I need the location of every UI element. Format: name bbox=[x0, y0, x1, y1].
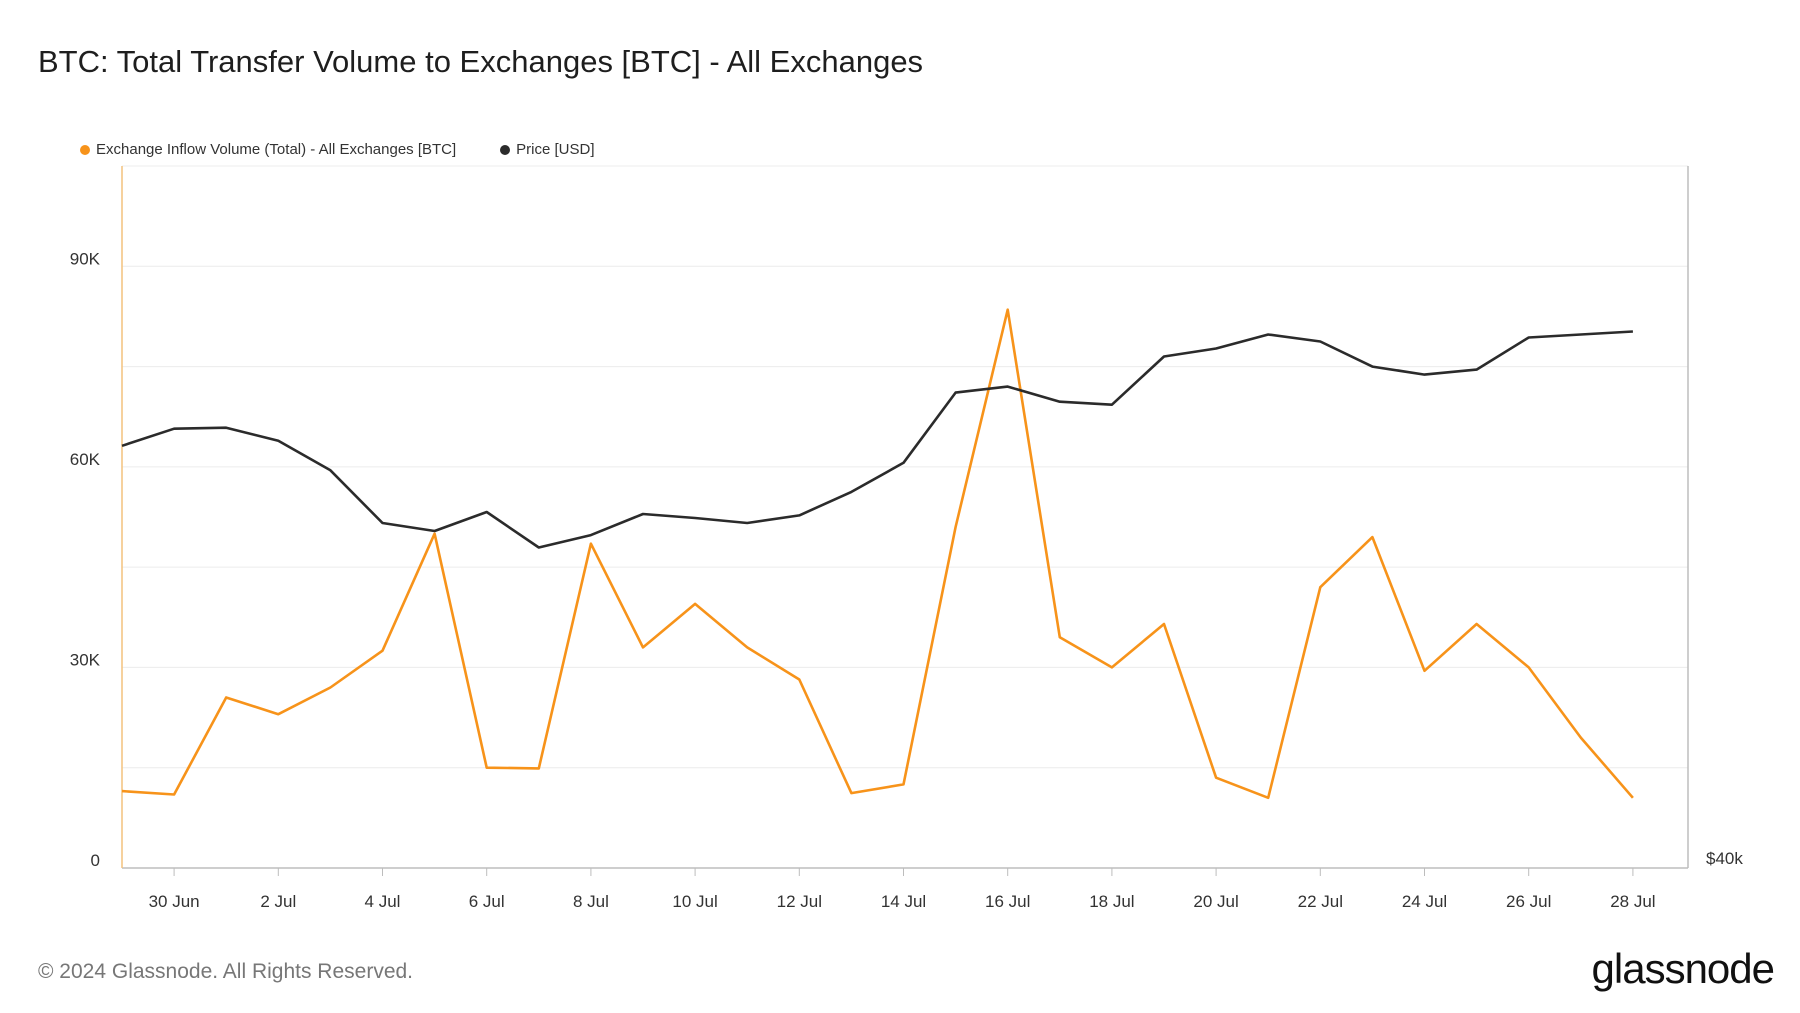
copyright-text: © 2024 Glassnode. All Rights Reserved. bbox=[38, 960, 414, 983]
x-tick-label: 22 Jul bbox=[1298, 892, 1343, 911]
y-left-tick-label: 0 bbox=[91, 851, 100, 870]
x-tick-label: 18 Jul bbox=[1089, 892, 1134, 911]
x-tick-label: 8 Jul bbox=[573, 892, 609, 911]
y-left-tick-label: 90K bbox=[70, 249, 101, 268]
legend-dot-price bbox=[500, 144, 511, 155]
x-tick-label: 12 Jul bbox=[777, 892, 822, 911]
x-tick-label: 6 Jul bbox=[469, 892, 505, 911]
x-tick-label: 14 Jul bbox=[881, 892, 926, 911]
legend: Exchange Inflow Volume (Total) - All Exc… bbox=[80, 141, 595, 158]
glassnode-logo: glassnode bbox=[1591, 945, 1775, 992]
price-line bbox=[121, 330, 1633, 549]
x-tick-label: 28 Jul bbox=[1610, 892, 1655, 911]
legend-label-inflow: Exchange Inflow Volume (Total) - All Exc… bbox=[96, 141, 457, 158]
legend-item-inflow[interactable]: Exchange Inflow Volume (Total) - All Exc… bbox=[80, 141, 456, 158]
x-tick-label: 26 Jul bbox=[1506, 892, 1551, 911]
chart-title: BTC: Total Transfer Volume to Exchanges … bbox=[38, 44, 924, 79]
x-tick-label: 20 Jul bbox=[1193, 892, 1238, 911]
x-tick-label: 4 Jul bbox=[365, 892, 401, 911]
x-tick-label: 10 Jul bbox=[672, 892, 717, 911]
x-tick-label: 2 Jul bbox=[260, 892, 296, 911]
legend-item-price[interactable]: Price [USD] bbox=[500, 141, 595, 158]
legend-label-price: Price [USD] bbox=[516, 141, 595, 158]
x-tick-label: 16 Jul bbox=[985, 892, 1030, 911]
x-tick-label: 30 Jun bbox=[149, 892, 200, 911]
y-right-tick-label: $40k bbox=[1706, 849, 1743, 868]
legend-dot-inflow bbox=[80, 144, 90, 155]
inflow-line bbox=[121, 308, 1634, 800]
x-tick-label: 24 Jul bbox=[1402, 892, 1447, 911]
y-left-tick-label: 30K bbox=[70, 650, 101, 669]
y-left-tick-label: 60K bbox=[70, 450, 101, 469]
